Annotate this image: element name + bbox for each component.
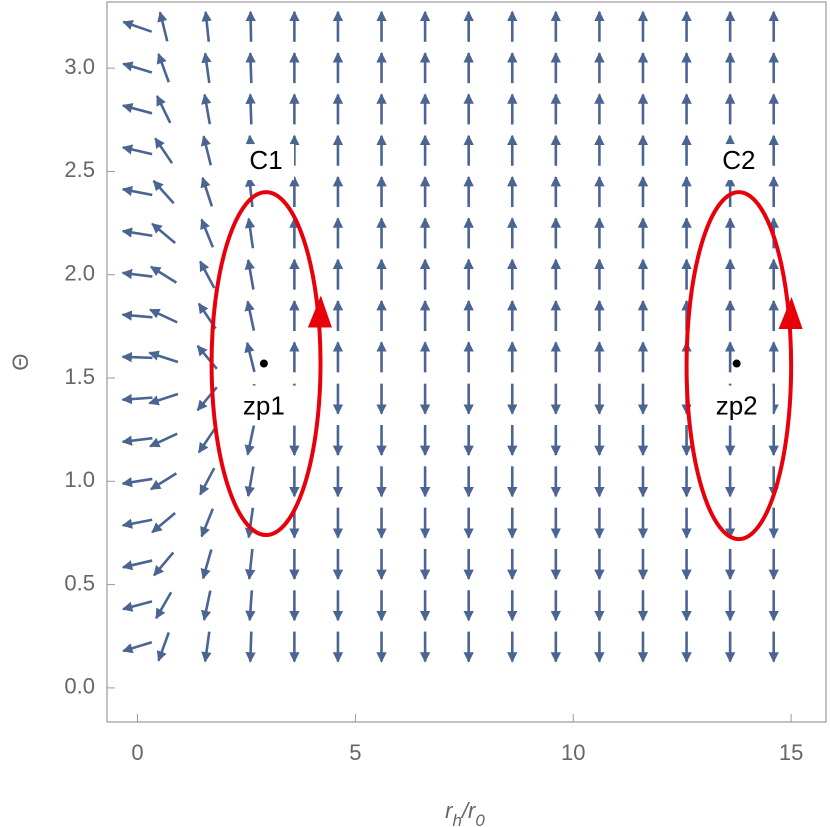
vector-arrow bbox=[122, 600, 153, 612]
vector-arrow bbox=[121, 268, 153, 280]
vector-arrow bbox=[148, 350, 179, 364]
x-tick-label: 0 bbox=[131, 740, 143, 765]
vector-arrow bbox=[149, 308, 178, 324]
vector-arrow bbox=[201, 631, 212, 663]
point-label: zp2 bbox=[716, 390, 758, 420]
vector-arrow bbox=[244, 258, 255, 290]
vector-arrow bbox=[245, 590, 256, 622]
contour-label: C2 bbox=[722, 145, 755, 175]
vector-arrow bbox=[152, 180, 175, 205]
zero-point bbox=[259, 359, 268, 368]
x-tick-label: 10 bbox=[561, 740, 585, 765]
vector-arrow bbox=[121, 185, 153, 197]
contour bbox=[684, 190, 794, 542]
vector-arrow bbox=[200, 508, 215, 538]
vector-arrow bbox=[156, 632, 171, 662]
vector-arrow bbox=[201, 52, 212, 84]
vector-arrow bbox=[200, 176, 214, 207]
vector-arrow bbox=[121, 144, 153, 156]
y-tick-label: 0.0 bbox=[64, 674, 95, 699]
vector-arrow bbox=[121, 435, 153, 446]
x-tick-label: 15 bbox=[779, 740, 803, 765]
vector-arrow bbox=[121, 351, 153, 363]
vector-arrow bbox=[245, 93, 256, 125]
vector-arrow bbox=[244, 507, 256, 539]
vector-arrow bbox=[155, 95, 172, 124]
vector-arrow bbox=[149, 432, 178, 448]
zero-point bbox=[732, 359, 741, 368]
label-bg bbox=[227, 385, 300, 426]
vector-arrow bbox=[245, 548, 256, 580]
vector-arrow bbox=[121, 518, 153, 529]
contour-direction bbox=[778, 297, 803, 330]
vector-arrow bbox=[197, 426, 217, 454]
y-tick-label: 1.5 bbox=[64, 364, 95, 389]
contour-label: C1 bbox=[249, 145, 282, 175]
vector-arrow bbox=[245, 631, 256, 663]
vector-arrow bbox=[245, 176, 256, 208]
vector-arrow bbox=[153, 551, 175, 577]
y-tick-label: 1.0 bbox=[64, 467, 95, 492]
label-bg bbox=[700, 385, 773, 426]
vector-arrow bbox=[200, 135, 213, 166]
vector-arrow bbox=[121, 477, 153, 488]
vector-arrow bbox=[244, 341, 256, 373]
vector-arrow bbox=[200, 218, 215, 248]
vector-arrow bbox=[154, 137, 174, 164]
vector-arrow bbox=[201, 93, 212, 125]
vector-arrow bbox=[150, 265, 178, 284]
vector-arrow bbox=[155, 591, 173, 620]
vector-arrow bbox=[121, 393, 153, 405]
vector-arrow bbox=[244, 300, 256, 331]
vector-arrow bbox=[156, 53, 171, 83]
vector-arrow bbox=[245, 52, 256, 84]
label-bg bbox=[238, 144, 295, 181]
x-tick-label: 5 bbox=[349, 740, 361, 765]
vector-arrow bbox=[122, 102, 153, 115]
vector-arrow bbox=[122, 20, 153, 33]
vector-arrow bbox=[148, 392, 179, 406]
x-axis-label: rh/r0 bbox=[445, 798, 485, 827]
y-axis-label: Θ bbox=[8, 353, 33, 370]
y-tick-label: 0.5 bbox=[64, 570, 95, 595]
vector-arrow bbox=[122, 61, 153, 74]
contour-direction bbox=[307, 295, 332, 328]
vector-arrow bbox=[121, 559, 153, 571]
vector-arrow bbox=[244, 466, 255, 498]
y-tick-label: 2.5 bbox=[64, 157, 95, 182]
vector-arrow bbox=[199, 467, 216, 496]
label-bg bbox=[710, 144, 767, 181]
vector-arrow bbox=[151, 511, 176, 534]
plot-frame bbox=[106, 1, 827, 723]
vector-arrow bbox=[199, 260, 216, 289]
vector-arrow bbox=[200, 549, 213, 580]
vector-arrow bbox=[121, 310, 153, 321]
point-label: zp1 bbox=[243, 390, 285, 420]
contour bbox=[209, 190, 323, 538]
vector-arrow bbox=[121, 227, 153, 238]
vector-arrow bbox=[122, 640, 153, 654]
vector-arrow bbox=[150, 472, 178, 491]
vector-arrow bbox=[244, 425, 256, 456]
y-tick-label: 3.0 bbox=[64, 54, 95, 79]
vector-arrow bbox=[245, 10, 256, 42]
y-tick-label: 2.0 bbox=[64, 261, 95, 286]
vector-arrow bbox=[201, 10, 212, 42]
vector-arrow bbox=[151, 222, 176, 245]
vector-arrow bbox=[200, 590, 212, 621]
vector-arrow bbox=[196, 345, 218, 370]
vector-arrow bbox=[244, 217, 256, 249]
vector-arrow bbox=[157, 11, 169, 42]
